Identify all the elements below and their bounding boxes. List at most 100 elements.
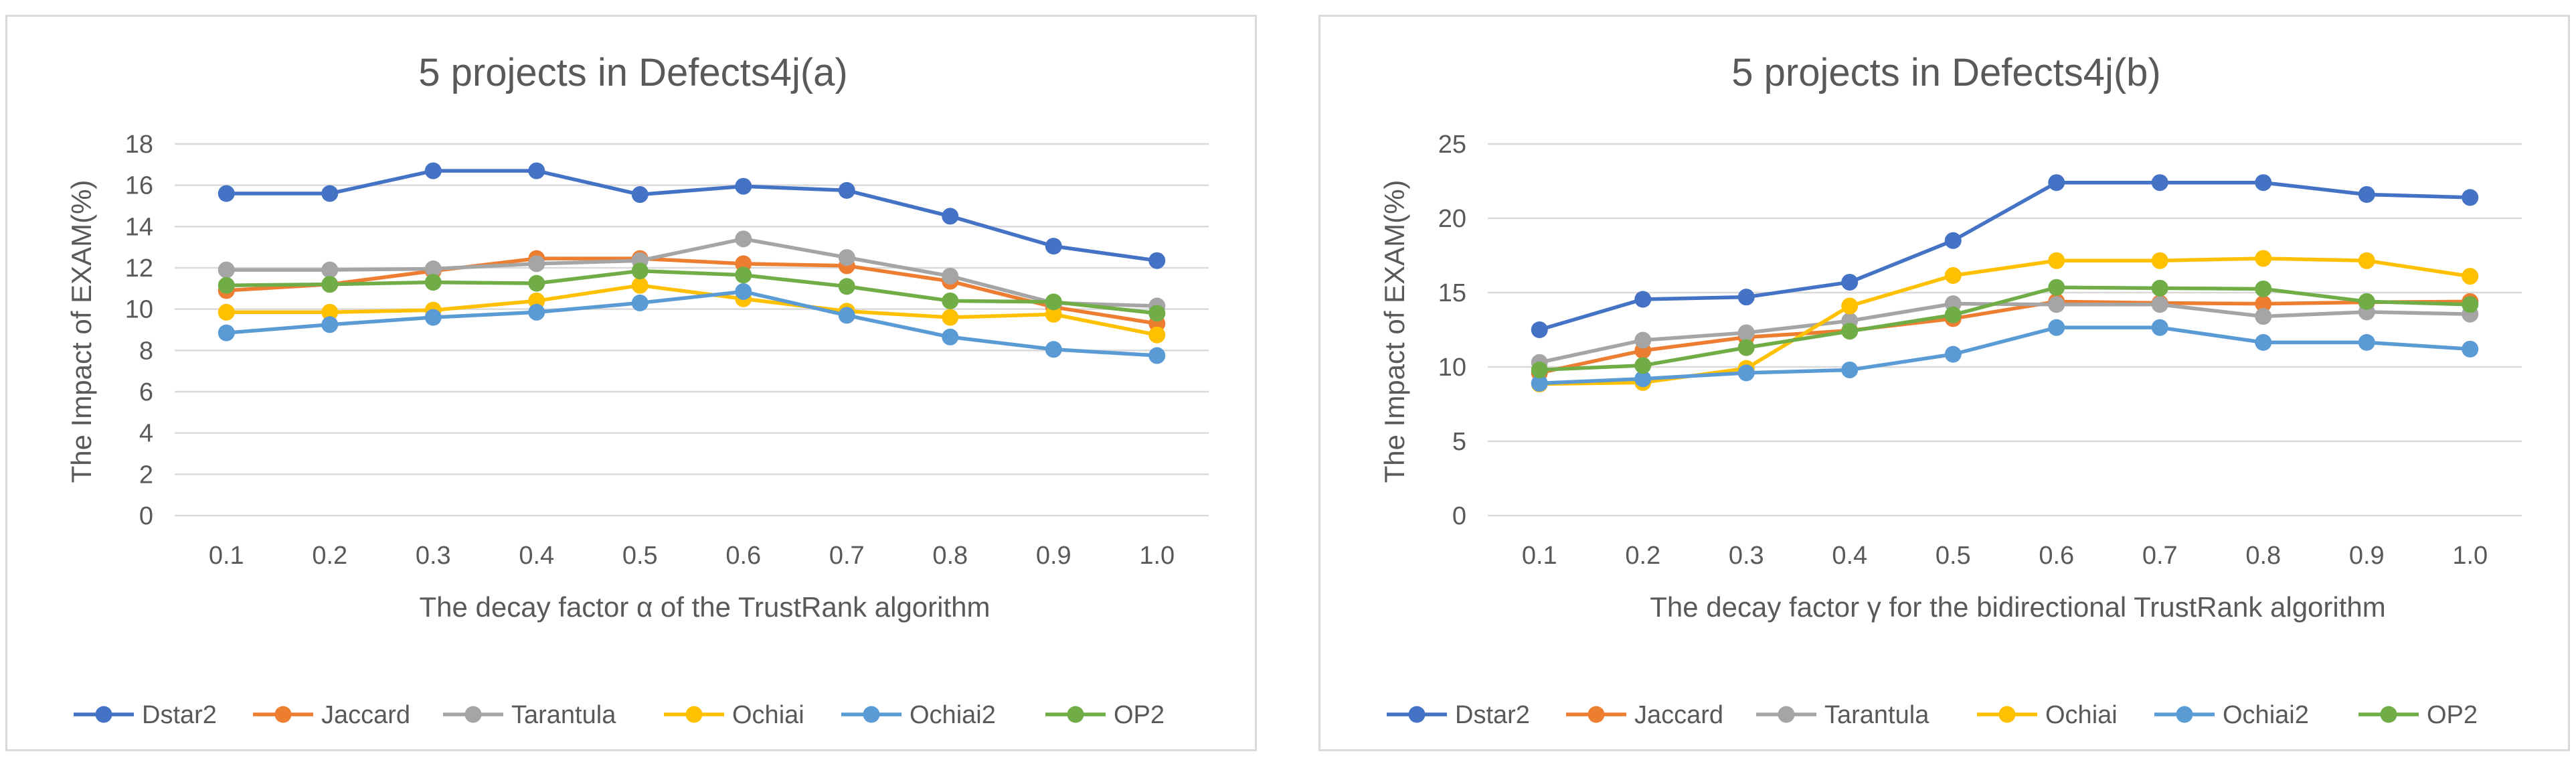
- y-tick-label: 14: [125, 213, 153, 241]
- legend-label: Ochiai: [732, 701, 804, 729]
- data-point: [2255, 308, 2272, 325]
- legend-marker: [274, 706, 292, 723]
- chart-a-svg: 5 projects in Defects4j(a) 0 2 4 6 8 10 12 14 16…: [66, 51, 1209, 729]
- data-point: [942, 309, 959, 326]
- y-tick-label: 0: [139, 502, 153, 530]
- legend-item-ochiai2: Ochiai2: [841, 701, 996, 729]
- x-tick-labels: 0.1 0.2 0.3 0.4 0.5 0.6 0.7 0.8 0.9 1.0: [209, 542, 1175, 570]
- data-point: [1944, 232, 1962, 249]
- data-point: [2462, 340, 2479, 358]
- legend-item-op2: OP2: [2358, 701, 2478, 729]
- legend-item-op2: OP2: [1045, 701, 1165, 729]
- legend-item-ochiai: Ochiai: [664, 701, 804, 729]
- data-point: [528, 303, 545, 321]
- legend-label: Ochiai: [2045, 701, 2118, 729]
- data-point: [1841, 297, 1859, 315]
- data-point: [1634, 370, 1652, 388]
- data-point: [1531, 374, 1548, 392]
- data-point: [424, 309, 442, 326]
- x-tick-label: 0.8: [932, 542, 968, 570]
- data-point: [942, 208, 959, 225]
- x-tick-label: 0.4: [519, 542, 554, 570]
- series-line: [1537, 299, 2472, 375]
- legend-label: Tarantula: [511, 701, 616, 729]
- y-axis-label: The Impact of EXAM(%): [66, 180, 97, 483]
- x-tick-label: 0.1: [209, 542, 244, 570]
- data-point: [321, 261, 339, 279]
- y-tick-label: 2: [139, 461, 153, 489]
- legend-marker: [863, 706, 880, 723]
- x-tick-label: 0.5: [1936, 542, 1971, 570]
- data-point: [2358, 252, 2375, 269]
- data-point: [1148, 347, 1166, 364]
- series-line: [1537, 325, 2472, 386]
- series-ochiai2: [218, 283, 1166, 364]
- y-tick-label: 12: [125, 254, 153, 283]
- legend-item-tarantula: Tarantula: [443, 701, 616, 729]
- data-point: [1737, 324, 1755, 341]
- data-point: [218, 303, 235, 321]
- data-point: [2151, 174, 2168, 192]
- data-point: [321, 316, 339, 333]
- data-point: [218, 261, 235, 279]
- x-tick-label: 0.5: [622, 542, 658, 570]
- legend-item-tarantula: Tarantula: [1756, 701, 1929, 729]
- legend-item-ochiai2: Ochiai2: [2154, 701, 2309, 729]
- x-tick-label: 0.4: [1832, 542, 1867, 570]
- y-tick-label: 6: [139, 378, 153, 406]
- legend-marker: [2176, 706, 2193, 723]
- data-point: [631, 186, 649, 204]
- x-tick-label: 0.7: [2142, 542, 2178, 570]
- series-ochiai2: [1531, 319, 2479, 392]
- gridlines: [1488, 143, 2522, 517]
- data-point: [2048, 279, 2065, 296]
- data-point: [1148, 305, 1166, 322]
- series-line: [1537, 256, 2472, 386]
- legend-label: OP2: [1114, 701, 1165, 729]
- y-tick-label: 25: [1438, 131, 1466, 159]
- series-line: [224, 169, 1159, 262]
- data-point: [1634, 331, 1652, 349]
- data-point: [321, 303, 339, 321]
- data-point: [2358, 333, 2375, 351]
- legend-item-dstar2: Dstar2: [1387, 701, 1530, 729]
- data-point: [1944, 266, 1962, 284]
- series-lines: [218, 162, 1166, 364]
- x-tick-label: 0.6: [725, 542, 761, 570]
- y-tick-label: 10: [125, 296, 153, 324]
- data-point: [1148, 252, 1166, 269]
- chart-b-svg: 5 projects in Defects4j(b) 0 5 10 15 20 25 0.…: [1379, 51, 2522, 729]
- legend-marker: [2380, 706, 2397, 723]
- data-point: [838, 278, 855, 295]
- chart-title: 5 projects in Defects4j(a): [418, 51, 847, 94]
- legend-marker: [1408, 706, 1426, 723]
- data-point: [2151, 279, 2168, 297]
- data-point: [2151, 252, 2168, 269]
- legend: Dstar2 Jaccard Tarantula Ochiai Ochiai2 OP2: [74, 701, 1165, 729]
- series-lines: [1531, 174, 2479, 393]
- chart-panel-a: 5 projects in Defects4j(a) 0 2 4 6 8 10 12 14 16…: [5, 15, 1257, 751]
- series-dstar2: [218, 162, 1166, 269]
- legend-item-dstar2: Dstar2: [74, 701, 217, 729]
- data-point: [735, 283, 752, 300]
- series-dstar2: [1531, 174, 2479, 338]
- y-tick-label: 5: [1452, 428, 1466, 456]
- data-point: [2255, 280, 2272, 297]
- x-tick-label: 0.8: [2245, 542, 2281, 570]
- data-point: [218, 277, 235, 294]
- series-line: [224, 269, 1159, 315]
- data-point: [838, 307, 855, 324]
- x-tick-label: 0.7: [829, 542, 865, 570]
- y-tick-label: 10: [1438, 354, 1466, 382]
- legend-marker: [1587, 706, 1605, 723]
- data-point: [528, 255, 545, 273]
- data-point: [942, 267, 959, 285]
- legend-marker: [1067, 706, 1084, 723]
- data-point: [2358, 293, 2375, 310]
- x-tick-label: 1.0: [2452, 542, 2488, 570]
- legend-marker: [1778, 706, 1795, 723]
- data-point: [1634, 357, 1652, 374]
- x-tick-label: 0.6: [2039, 542, 2074, 570]
- legend-marker: [464, 706, 482, 723]
- legend-label: OP2: [2427, 701, 2478, 729]
